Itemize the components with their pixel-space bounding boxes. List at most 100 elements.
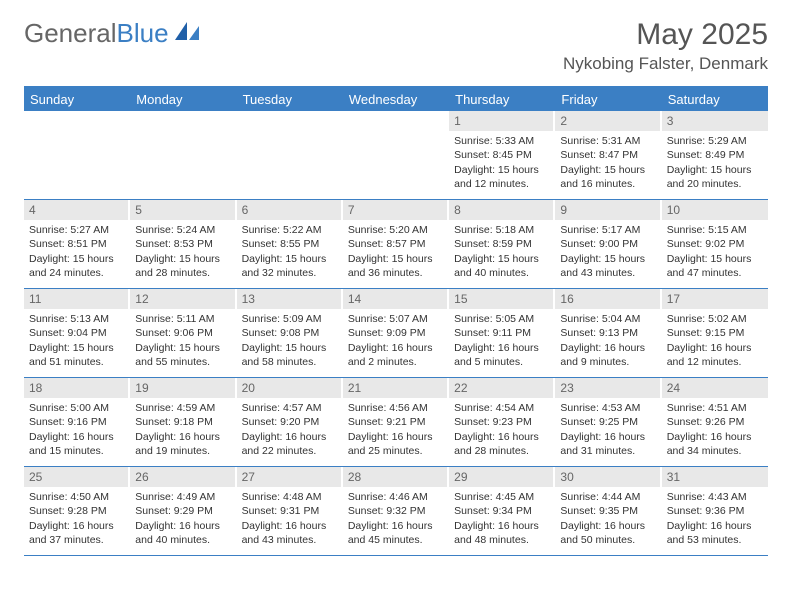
daylight-line-1: Daylight: 16 hours xyxy=(242,519,336,533)
sunrise-line: Sunrise: 5:13 AM xyxy=(29,312,123,326)
weekday-header: Tuesday xyxy=(237,88,343,111)
daylight-line-1: Daylight: 15 hours xyxy=(560,252,654,266)
day-body: Sunrise: 5:29 AMSunset: 8:49 PMDaylight:… xyxy=(662,134,768,195)
sunset-line: Sunset: 9:04 PM xyxy=(29,326,123,340)
sunset-line: Sunset: 9:28 PM xyxy=(29,504,123,518)
sunrise-line: Sunrise: 5:07 AM xyxy=(348,312,442,326)
day-body: Sunrise: 4:54 AMSunset: 9:23 PMDaylight:… xyxy=(449,401,553,462)
calendar-page: GeneralBlue May 2025 Nykobing Falster, D… xyxy=(0,0,792,566)
day-number: 19 xyxy=(130,378,234,398)
sunset-line: Sunset: 8:55 PM xyxy=(242,237,336,251)
day-cell: 15Sunrise: 5:05 AMSunset: 9:11 PMDayligh… xyxy=(449,289,555,377)
daylight-line-2: and 19 minutes. xyxy=(135,444,229,458)
logo-sail-icon xyxy=(173,18,201,49)
day-number: 30 xyxy=(555,467,659,487)
daylight-line-1: Daylight: 15 hours xyxy=(29,252,123,266)
day-cell: 3 Sunrise: 5:29 AMSunset: 8:49 PMDaylight… xyxy=(662,111,768,199)
day-body: Sunrise: 4:46 AMSunset: 9:32 PMDaylight:… xyxy=(343,490,447,551)
daylight-line-2: and 16 minutes. xyxy=(560,177,654,191)
sunrise-line: Sunrise: 5:20 AM xyxy=(348,223,442,237)
sunset-line: Sunset: 9:06 PM xyxy=(135,326,229,340)
daylight-line-2: and 40 minutes. xyxy=(135,533,229,547)
day-number: 28 xyxy=(343,467,447,487)
day-body: Sunrise: 5:31 AMSunset: 8:47 PMDaylight:… xyxy=(555,134,659,195)
day-body: Sunrise: 4:49 AMSunset: 9:29 PMDaylight:… xyxy=(130,490,234,551)
day-cell: 24Sunrise: 4:51 AMSunset: 9:26 PMDayligh… xyxy=(662,378,768,466)
day-number: 1 xyxy=(449,111,553,131)
logo: GeneralBlue xyxy=(24,18,201,49)
daylight-line-2: and 36 minutes. xyxy=(348,266,442,280)
week-row: 18 Sunrise: 5:00 AMSunset: 9:16 PMDayligh… xyxy=(24,378,768,467)
day-number: 26 xyxy=(130,467,234,487)
day-number: 4 xyxy=(24,200,128,220)
daylight-line-1: Daylight: 15 hours xyxy=(135,341,229,355)
daylight-line-1: Daylight: 16 hours xyxy=(560,430,654,444)
daylight-line-2: and 22 minutes. xyxy=(242,444,336,458)
sunrise-line: Sunrise: 4:44 AM xyxy=(560,490,654,504)
sunset-line: Sunset: 9:08 PM xyxy=(242,326,336,340)
daylight-line-2: and 58 minutes. xyxy=(242,355,336,369)
daylight-line-2: and 24 minutes. xyxy=(29,266,123,280)
daylight-line-2: and 28 minutes. xyxy=(454,444,548,458)
daylight-line-1: Daylight: 15 hours xyxy=(454,163,548,177)
weekday-header: Friday xyxy=(555,88,661,111)
day-number: 9 xyxy=(555,200,659,220)
day-body: Sunrise: 5:02 AMSunset: 9:15 PMDaylight:… xyxy=(662,312,768,373)
logo-text-blue: Blue xyxy=(117,18,169,49)
day-cell: . xyxy=(237,111,343,199)
day-cell: 5 Sunrise: 5:24 AMSunset: 8:53 PMDaylight… xyxy=(130,200,236,288)
month-title: May 2025 xyxy=(563,18,768,52)
day-cell: 27Sunrise: 4:48 AMSunset: 9:31 PMDayligh… xyxy=(237,467,343,555)
sunrise-line: Sunrise: 5:24 AM xyxy=(135,223,229,237)
daylight-line-2: and 40 minutes. xyxy=(454,266,548,280)
sunset-line: Sunset: 8:49 PM xyxy=(667,148,763,162)
day-cell: 10Sunrise: 5:15 AMSunset: 9:02 PMDayligh… xyxy=(662,200,768,288)
day-number: 2 xyxy=(555,111,659,131)
daylight-line-2: and 34 minutes. xyxy=(667,444,763,458)
day-number: 18 xyxy=(24,378,128,398)
weekday-header: Saturday xyxy=(662,88,768,111)
day-number: 3 xyxy=(662,111,768,131)
day-body: Sunrise: 5:22 AMSunset: 8:55 PMDaylight:… xyxy=(237,223,341,284)
daylight-line-1: Daylight: 16 hours xyxy=(348,519,442,533)
sunrise-line: Sunrise: 4:45 AM xyxy=(454,490,548,504)
sunset-line: Sunset: 8:47 PM xyxy=(560,148,654,162)
day-number: 7 xyxy=(343,200,447,220)
day-cell: . xyxy=(130,111,236,199)
daylight-line-2: and 12 minutes. xyxy=(454,177,548,191)
day-body: Sunrise: 5:27 AMSunset: 8:51 PMDaylight:… xyxy=(24,223,128,284)
weekday-header: Monday xyxy=(130,88,236,111)
daylight-line-1: Daylight: 15 hours xyxy=(135,252,229,266)
day-number: 14 xyxy=(343,289,447,309)
sunset-line: Sunset: 9:35 PM xyxy=(560,504,654,518)
sunset-line: Sunset: 9:23 PM xyxy=(454,415,548,429)
sunset-line: Sunset: 9:16 PM xyxy=(29,415,123,429)
sunset-line: Sunset: 8:45 PM xyxy=(454,148,548,162)
daylight-line-1: Daylight: 16 hours xyxy=(242,430,336,444)
daylight-line-2: and 25 minutes. xyxy=(348,444,442,458)
day-body: Sunrise: 4:53 AMSunset: 9:25 PMDaylight:… xyxy=(555,401,659,462)
daylight-line-1: Daylight: 16 hours xyxy=(29,519,123,533)
day-cell: 28 Sunrise: 4:46 AMSunset: 9:32 PMDayligh… xyxy=(343,467,449,555)
day-number: 5 xyxy=(130,200,234,220)
day-cell: 4 Sunrise: 5:27 AMSunset: 8:51 PMDaylight… xyxy=(24,200,130,288)
day-body: Sunrise: 5:00 AMSunset: 9:16 PMDaylight:… xyxy=(24,401,128,462)
week-row: 4 Sunrise: 5:27 AMSunset: 8:51 PMDaylight… xyxy=(24,200,768,289)
sunrise-line: Sunrise: 5:17 AM xyxy=(560,223,654,237)
calendar-grid: Sunday Monday Tuesday Wednesday Thursday… xyxy=(24,86,768,556)
daylight-line-1: Daylight: 15 hours xyxy=(242,341,336,355)
daylight-line-1: Daylight: 16 hours xyxy=(667,519,763,533)
day-number: 21 xyxy=(343,378,447,398)
sunset-line: Sunset: 8:53 PM xyxy=(135,237,229,251)
sunrise-line: Sunrise: 5:04 AM xyxy=(560,312,654,326)
day-body: Sunrise: 4:45 AMSunset: 9:34 PMDaylight:… xyxy=(449,490,553,551)
sunrise-line: Sunrise: 5:11 AM xyxy=(135,312,229,326)
logo-text-gray: General xyxy=(24,18,117,49)
day-cell: 31Sunrise: 4:43 AMSunset: 9:36 PMDayligh… xyxy=(662,467,768,555)
sunrise-line: Sunrise: 5:15 AM xyxy=(667,223,763,237)
daylight-line-2: and 31 minutes. xyxy=(560,444,654,458)
sunrise-line: Sunrise: 5:09 AM xyxy=(242,312,336,326)
day-cell: 16Sunrise: 5:04 AMSunset: 9:13 PMDayligh… xyxy=(555,289,661,377)
weeks-container: ....1Sunrise: 5:33 AMSunset: 8:45 PMDayl… xyxy=(24,111,768,556)
sunrise-line: Sunrise: 5:29 AM xyxy=(667,134,763,148)
